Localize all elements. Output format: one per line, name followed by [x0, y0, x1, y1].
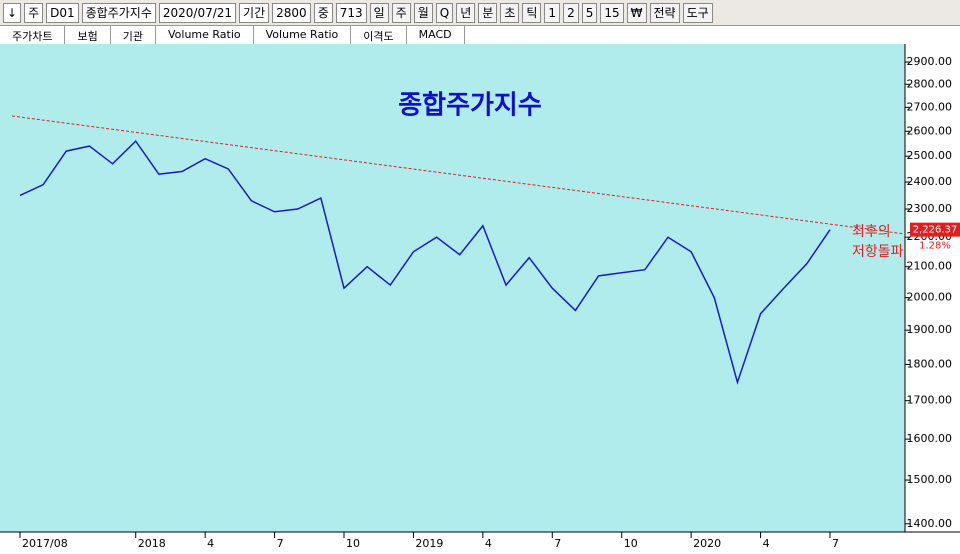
y-tick-label: 2800.00 — [907, 77, 953, 90]
toolbar-button[interactable]: 도구 — [682, 2, 713, 23]
y-axis-area — [905, 44, 960, 532]
y-tick-label: 2900.00 — [907, 55, 953, 68]
trend-line — [11, 115, 906, 235]
tab-bar: 주가차트 보험 기관 Volume Ratio Volume Ratio 이격도 MACD — [0, 26, 960, 45]
y-tick-label: 2700.00 — [907, 100, 953, 113]
y-tick-label: 1500.00 — [907, 473, 953, 486]
toolbar-button[interactable]: Q — [435, 2, 454, 23]
x-tick-label: 4 — [485, 537, 492, 550]
toolbar-field[interactable]: 주 — [24, 2, 44, 23]
chart-title: 종합주가지수 — [398, 91, 542, 121]
toolbar-field[interactable]: 중 — [313, 2, 333, 23]
toolbar-field[interactable]: 기간 — [239, 2, 270, 23]
y-tick-label: 1600.00 — [907, 432, 953, 445]
x-tick-label: 4 — [763, 537, 770, 550]
toolbar-button[interactable]: 일 — [369, 2, 389, 23]
y-tick-label: 2000.00 — [907, 291, 953, 304]
price-tag — [910, 222, 960, 237]
toolbar-field[interactable]: D01 — [46, 2, 79, 23]
y-tick-label: 1800.00 — [907, 357, 953, 370]
toolbar-field[interactable]: 2020/07/21 — [158, 2, 237, 23]
x-tick-label: 2019 — [415, 537, 443, 550]
price-line — [19, 139, 831, 385]
plot-area — [0, 44, 905, 532]
x-tick-label: 4 — [207, 537, 214, 550]
annotation: 최후의 — [852, 224, 891, 240]
toolbar-field[interactable]: 종합주가지수 — [81, 2, 156, 23]
toolbar-button[interactable]: 분 — [478, 2, 498, 23]
chart: 종합주가지수 1400.00 1500.00 1600.00 1700.00 1800.… — [0, 44, 960, 554]
y-tick-label: 1900.00 — [907, 323, 953, 336]
change-label: 1.28% — [919, 241, 951, 252]
tab[interactable]: Volume Ratio — [254, 26, 352, 44]
toolbar-button[interactable]: 1 — [544, 2, 561, 23]
toolbar-button[interactable]: 주 — [391, 2, 411, 23]
tab[interactable]: 보험 — [65, 26, 111, 44]
toolbar-button[interactable]: 15 — [600, 2, 624, 23]
tab[interactable]: MACD — [407, 26, 465, 44]
toolbar-field[interactable]: 2800 — [272, 2, 311, 23]
toolbar-field[interactable]: ↓ — [3, 2, 22, 23]
y-tick-label: 1700.00 — [907, 394, 953, 407]
annotation: 저항돌파 — [852, 244, 904, 260]
tab[interactable]: 기관 — [111, 26, 156, 44]
toolbar-button[interactable]: 틱 — [522, 2, 542, 23]
toolbar-button[interactable]: 월 — [413, 2, 433, 23]
tab[interactable]: Volume Ratio — [156, 26, 254, 44]
x-axis-area — [0, 532, 960, 554]
tab[interactable]: 이격도 — [351, 26, 407, 44]
x-tick-label: 2020 — [693, 537, 721, 550]
y-tick-label: 2100.00 — [907, 260, 953, 273]
toolbar-button[interactable]: 전략 — [649, 2, 680, 23]
toolbar: ↓ 주 D01 종합주가지수 2020/07/21 기간 2800 중 713 일 주 월 Q 년 분 초 틱 1… — [0, 0, 960, 26]
x-tick-label: 7 — [554, 537, 561, 550]
x-tick-label: 2018 — [138, 537, 166, 550]
y-tick-label: 2600.00 — [907, 124, 953, 137]
toolbar-button[interactable]: 초 — [500, 2, 520, 23]
tab[interactable]: 주가차트 — [0, 26, 66, 44]
toolbar-button[interactable]: 년 — [456, 2, 476, 23]
price-tag-label: 2,226.37 — [913, 225, 958, 236]
x-tick-label: 7 — [277, 537, 284, 550]
y-tick-label: 2300.00 — [907, 202, 953, 215]
toolbar-button[interactable]: 2 — [563, 2, 579, 23]
toolbar-button[interactable]: 5 — [581, 2, 598, 23]
y-tick-label: 1400.00 — [907, 517, 953, 530]
y-tick-label: 2500.00 — [907, 149, 953, 162]
x-tick-label: 10 — [624, 537, 638, 550]
toolbar-field[interactable]: 713 — [335, 2, 367, 23]
toolbar-button[interactable]: ₩ — [626, 2, 647, 23]
y-tick-label: 2400.00 — [907, 175, 953, 188]
x-tick-label: 7 — [832, 537, 839, 550]
x-tick-label: 2017/08 — [22, 537, 68, 550]
x-tick-label: 10 — [346, 537, 360, 550]
